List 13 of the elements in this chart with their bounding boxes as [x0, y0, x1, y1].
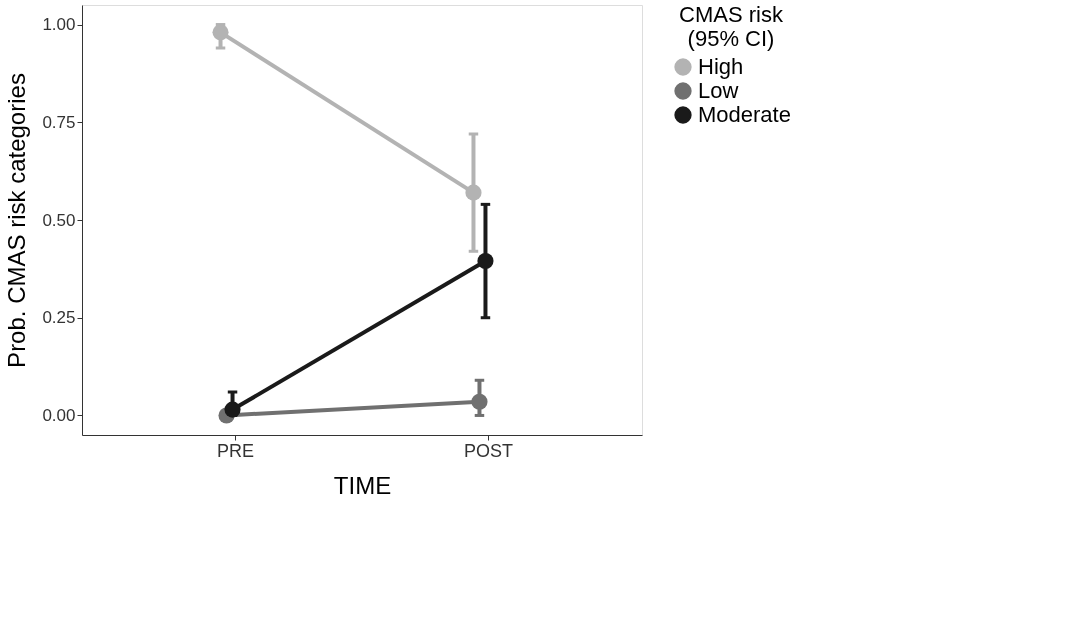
legend-label: Moderate: [698, 102, 791, 127]
y-tick-label: 1.00: [42, 15, 76, 35]
y-tick-label: 0.25: [42, 308, 76, 328]
y-axis-title: Prob. CMAS risk categories: [3, 73, 31, 368]
x-axis-title: TIME: [333, 471, 392, 499]
legend-label: High: [698, 54, 744, 79]
y-tick-label: 0.50: [42, 210, 76, 230]
legend-label: Low: [698, 78, 739, 103]
y-tick-label: 0.75: [42, 112, 76, 132]
x-tick-label: POST: [463, 440, 513, 461]
legend-title: CMAS risk (95% CI): [679, 2, 784, 51]
y-tick-label: 0.00: [42, 405, 76, 425]
x-tick-label: PRE: [217, 440, 255, 461]
